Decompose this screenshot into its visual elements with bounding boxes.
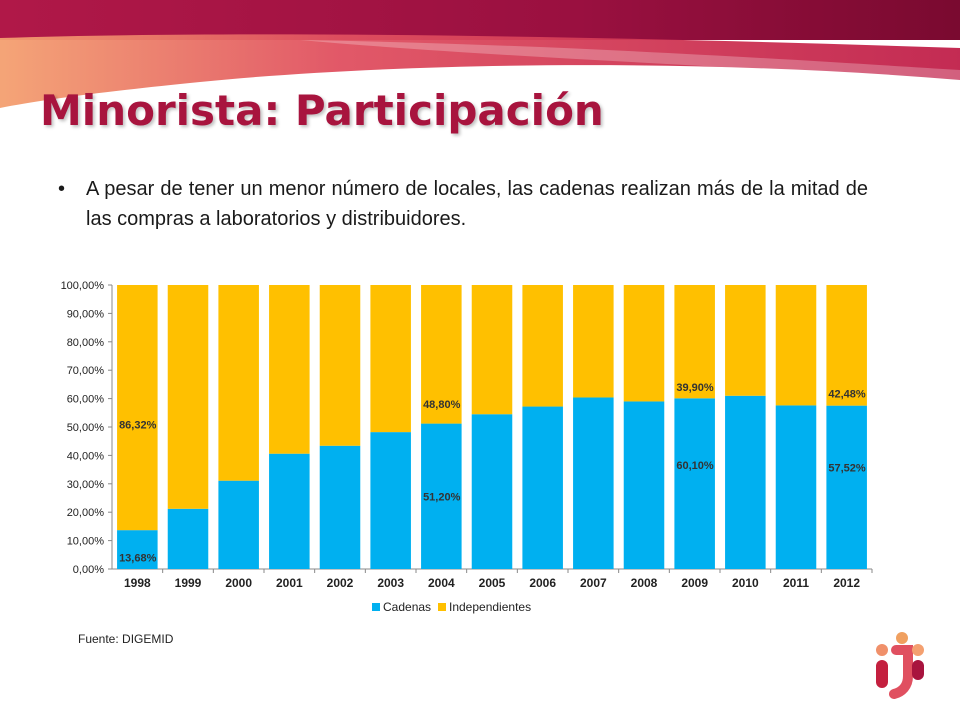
bar-cadenas-2012 (826, 405, 867, 569)
x-tick-label: 1999 (175, 576, 202, 590)
y-tick-label: 50,00% (67, 422, 105, 434)
y-tick-label: 20,00% (67, 507, 105, 519)
bar-independientes-2010 (725, 285, 766, 396)
bar-cadenas-2006 (522, 406, 563, 569)
x-tick-label: 2002 (327, 576, 354, 590)
legend-label-independientes: Independientes (449, 600, 531, 614)
bar-independientes-2011 (775, 285, 817, 406)
y-tick-label: 40,00% (67, 450, 105, 462)
x-tick-label: 2003 (377, 576, 404, 590)
logo-icon (876, 632, 924, 699)
bar-cadenas-2010 (725, 395, 766, 569)
x-tick-label: 2009 (681, 576, 708, 590)
bar-independientes-2005 (471, 285, 513, 415)
data-label-independientes-2012: 42,48% (828, 389, 866, 401)
stacked-bar-chart: 0,00% 10,00% 20,00% 30,00% 40,00% 50,00% 60,00… (61, 280, 873, 614)
x-tick-label: 2006 (529, 576, 556, 590)
data-label-cadenas-2009: 60,10% (676, 460, 714, 472)
bar-independientes-1998 (117, 285, 158, 531)
x-tick-label: 2000 (225, 576, 252, 590)
x-tick-label: 2010 (732, 576, 759, 590)
legend-label-cadenas: Cadenas (383, 600, 431, 614)
y-tick-label: 60,00% (67, 394, 105, 406)
bar-independientes-2008 (623, 285, 665, 402)
bar-cadenas-2011 (775, 405, 817, 569)
data-label-cadenas-1998: 13,68% (119, 552, 157, 564)
bar-cadenas-2001 (269, 453, 310, 569)
bar-cadenas-1999 (167, 508, 209, 569)
bullet-marker: • (58, 178, 66, 200)
bullet-point: • A pesar de tener un menor número de lo… (58, 174, 868, 234)
bar-independientes-2003 (370, 285, 411, 433)
x-tick-label: 2004 (428, 576, 455, 590)
data-label-cadenas-2012: 57,52% (828, 463, 866, 475)
bar-independientes-2012 (826, 285, 867, 406)
x-tick-label: 2005 (479, 576, 506, 590)
data-label-independientes-2004: 48,80% (423, 399, 461, 411)
x-tick-label: 1998 (124, 576, 151, 590)
bar-independientes-2002 (319, 285, 361, 446)
bar-independientes-2007 (573, 285, 614, 398)
bar-cadenas-2005 (471, 414, 513, 569)
data-label-independientes-1998: 86,32% (119, 420, 157, 432)
bar-cadenas-2007 (573, 397, 614, 569)
bar-independientes-2006 (522, 285, 563, 407)
x-tick-label: 2007 (580, 576, 607, 590)
bar-cadenas-1998 (117, 530, 158, 569)
x-tick-label: 2001 (276, 576, 303, 590)
bar-independientes-2009 (674, 285, 715, 399)
legend-swatch-independientes (438, 603, 446, 611)
bullet-text: A pesar de tener un menor número de loca… (86, 178, 868, 230)
bar-cadenas-2002 (319, 445, 361, 569)
bar-independientes-1999 (167, 285, 209, 509)
bar-cadenas-2000 (218, 480, 259, 569)
bar-independientes-2001 (269, 285, 310, 454)
y-tick-label: 70,00% (67, 365, 105, 377)
y-tick-label: 100,00% (61, 280, 105, 292)
bar-cadenas-2009 (674, 398, 715, 569)
bar-cadenas-2003 (370, 432, 411, 569)
bar-cadenas-2004 (421, 423, 462, 569)
header-banner (0, 0, 960, 108)
x-tick-label: 2012 (833, 576, 860, 590)
y-tick-label: 0,00% (73, 564, 104, 576)
y-tick-label: 80,00% (67, 337, 105, 349)
y-tick-label: 10,00% (67, 536, 105, 548)
data-label-independientes-2009: 39,90% (676, 382, 714, 394)
source-note: Fuente: DIGEMID (78, 632, 174, 646)
bar-independientes-2000 (218, 285, 259, 481)
legend-swatch-cadenas (372, 603, 380, 611)
bar-independientes-2004 (421, 285, 462, 424)
x-tick-label: 2008 (631, 576, 658, 590)
y-tick-label: 90,00% (67, 308, 105, 320)
bar-cadenas-2008 (623, 401, 665, 569)
x-tick-label: 2011 (783, 576, 809, 590)
page-title: Minorista: Participación (40, 86, 604, 135)
y-tick-label: 30,00% (67, 479, 105, 491)
data-label-cadenas-2004: 51,20% (423, 491, 461, 503)
